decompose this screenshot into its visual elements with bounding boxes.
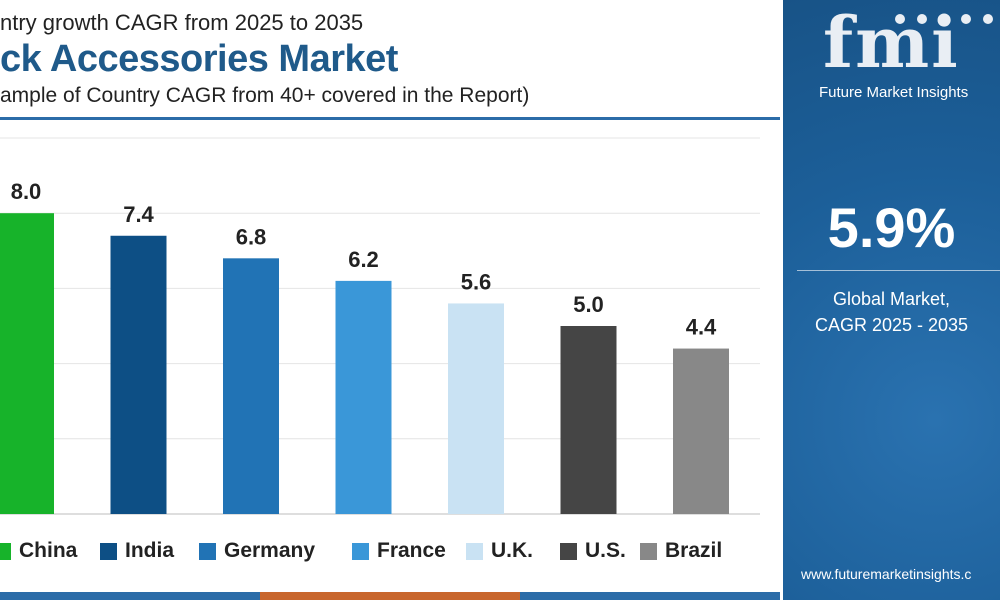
legend-swatch	[560, 542, 577, 560]
legend-item: Brazil	[640, 534, 722, 568]
legend-label: China	[19, 539, 78, 562]
logo-wordmark: Future Market Insights	[819, 84, 969, 101]
legend-label: U.S.	[585, 539, 626, 562]
bar-value-label: 7.4	[123, 202, 154, 227]
strip-segment	[260, 592, 520, 600]
legend-label: U.K.	[491, 539, 533, 562]
bar-value-label: 5.0	[573, 292, 604, 317]
legend-item: U.S.	[560, 534, 626, 568]
bar-chart: 8.0 7.4 6.8 6.2 5.6 5.0 4.4	[0, 137, 760, 515]
legend-swatch	[352, 542, 369, 560]
legend-swatch	[0, 542, 11, 560]
logo-globe-icons	[895, 10, 1000, 26]
legend-item: Germany	[199, 534, 315, 568]
strip-segment	[0, 592, 260, 600]
global-cagr-label-line2: CAGR 2025 - 2035	[814, 315, 969, 335]
chart-header: ntry growth CAGR from 2025 to 2035 ck Ac…	[0, 0, 780, 120]
legend-item: U.K.	[466, 534, 533, 568]
global-cagr-label: Global Market, CAGR 2025 - 2035	[783, 286, 1000, 338]
panel-divider	[797, 270, 1000, 271]
side-panel: fmi Future Market Insights 5.9% Global M…	[783, 0, 1000, 600]
legend-label: Germany	[224, 539, 316, 562]
bar-france	[335, 280, 392, 514]
legend-swatch	[640, 542, 657, 560]
bar-value-label: 8.0	[11, 179, 42, 204]
legend-swatch	[100, 542, 117, 560]
strip-segment	[520, 592, 780, 600]
bar-value-label: 5.6	[461, 269, 492, 294]
bar-uk	[448, 303, 504, 514]
header-rule	[0, 117, 780, 120]
legend-swatch	[199, 542, 216, 560]
bar-value-label: 6.2	[348, 247, 379, 272]
global-cagr-label-line1: Global Market,	[832, 289, 951, 309]
legend-label: India	[125, 539, 175, 562]
fmi-logo-mark: fmi	[823, 1, 960, 84]
legend-item: India	[100, 534, 174, 568]
global-cagr-value: 5.9%	[827, 196, 956, 259]
bar-china	[0, 213, 54, 514]
legend-label: Brazil	[665, 539, 723, 562]
bar-india	[110, 235, 167, 514]
bar-brazil	[673, 348, 729, 514]
legend-label: France	[377, 539, 446, 562]
bar-value-label: 4.4	[686, 315, 717, 340]
fmi-logo: fmi Future Market Insights	[815, 2, 1000, 108]
chart-kicker: ntry growth CAGR from 2025 to 2035	[0, 10, 364, 35]
legend-swatch	[466, 542, 483, 560]
website-link[interactable]: www.futuremarketinsights.c	[801, 566, 972, 582]
bar-germany	[223, 258, 279, 514]
chart-legend: China India Germany France U.K. U.S. Brazil	[0, 534, 780, 568]
legend-item: France	[352, 534, 446, 568]
chart-title: ck Accessories Market	[0, 38, 398, 80]
legend-item: China	[0, 534, 77, 568]
bar-value-label: 6.8	[236, 224, 267, 249]
bottom-color-strip	[0, 592, 780, 600]
chart-subtitle: ample of Country CAGR from 40+ covered i…	[0, 84, 530, 107]
bar-us	[560, 326, 617, 514]
